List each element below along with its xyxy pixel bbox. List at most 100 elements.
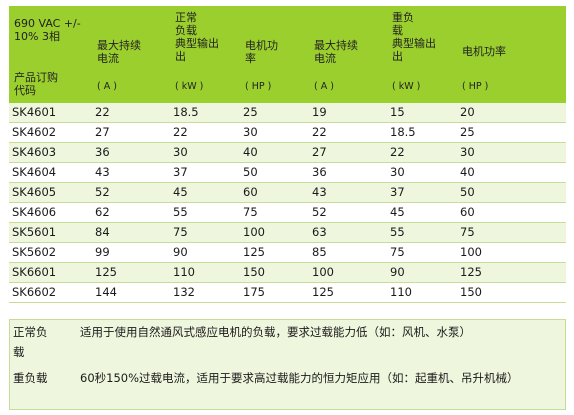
normal-output-cell: 37: [170, 162, 240, 183]
heavy-power-cell: 125: [457, 262, 566, 283]
normal-output-label: 正常 负载 典型输出 出: [175, 11, 219, 63]
spec-table: 690 VAC +/- 10% 3相 产品订购 代码 最大持续 电流 ( A )…: [9, 6, 566, 303]
order-code-cell: SK4601: [9, 103, 92, 123]
heavy-current-label: 最大持续 电流: [314, 39, 358, 65]
heavy-current-cell: 63: [309, 222, 387, 243]
normal-current-cell: 84: [92, 222, 170, 243]
normal-output-cell: 22: [170, 122, 240, 143]
table-row: SK4602 27 22 30 22 18.5 25: [9, 122, 566, 143]
order-code-cell: SK4603: [9, 142, 92, 163]
order-code-label: 产品订购 代码: [14, 71, 58, 97]
note-text-heavy: 60秒150%过载电流，适用于要求高过载能力的恒力矩应用（如：起重机、吊升机械）: [80, 371, 519, 385]
order-code-cell: SK5601: [9, 222, 92, 243]
normal-current-cell: 62: [92, 202, 170, 223]
table-row: SK4603 36 30 40 27 22 30: [9, 142, 566, 163]
normal-output-cell: 110: [170, 262, 240, 283]
normal-output-cell: 45: [170, 182, 240, 203]
normal-output-cell: 90: [170, 242, 240, 263]
table-row: SK6602 144 132 175 125 110 150: [9, 282, 566, 303]
header-row: 690 VAC +/- 10% 3相 产品订购 代码 最大持续 电流 ( A )…: [9, 6, 566, 103]
heavy-power-cell: 50: [457, 182, 566, 203]
heavy-output-cell: 30: [387, 162, 457, 183]
heavy-output-label: 重负 载 典型输出 出: [392, 11, 436, 63]
normal-current-label: 最大持续 电流: [97, 39, 141, 65]
heavy-output-cell: 37: [387, 182, 457, 203]
table-row: SK4601 22 18.5 25 19 15 20: [9, 103, 566, 123]
header-cell-heavy-power: 电机功率 ( HP ): [457, 6, 566, 103]
note-label-heavy: 重负载: [13, 371, 48, 385]
normal-power-cell: 60: [240, 182, 309, 203]
header-cell-normal-power: 电机功 率 ( HP ): [240, 6, 309, 103]
normal-power-cell: 50: [240, 162, 309, 183]
normal-power-label: 电机功 率: [245, 39, 278, 65]
normal-power-cell: 125: [240, 242, 309, 263]
normal-output-cell: 75: [170, 222, 240, 243]
order-code-cell: SK6602: [9, 282, 92, 303]
heavy-power-label: 电机功率: [462, 45, 506, 58]
normal-output-cell: 55: [170, 202, 240, 223]
heavy-power-cell: 40: [457, 162, 566, 183]
table-row: SK5602 99 90 125 85 75 100: [9, 242, 566, 263]
heavy-output-cell: 110: [387, 282, 457, 303]
normal-current-cell: 144: [92, 282, 170, 303]
normal-output-unit: ( kW ): [175, 81, 204, 92]
heavy-power-cell: 20: [457, 103, 566, 123]
table-row: SK4604 43 37 50 36 30 40: [9, 162, 566, 183]
heavy-current-cell: 85: [309, 242, 387, 263]
normal-power-unit: ( HP ): [245, 81, 272, 92]
table-row: SK5601 84 75 100 63 55 75: [9, 222, 566, 243]
note-text-normal: 适用于使用自然通风式感应电机的负载，要求过载能力低（如：风机、水泵）: [80, 325, 471, 339]
heavy-power-cell: 30: [457, 142, 566, 163]
heavy-output-cell: 90: [387, 262, 457, 283]
order-code-cell: SK4605: [9, 182, 92, 203]
heavy-output-cell: 15: [387, 103, 457, 123]
normal-current-cell: 22: [92, 103, 170, 123]
normal-output-cell: 132: [170, 282, 240, 303]
header-cell-code: 690 VAC +/- 10% 3相 产品订购 代码: [9, 6, 92, 103]
heavy-output-unit: ( kW ): [392, 81, 421, 92]
heavy-output-cell: 45: [387, 202, 457, 223]
heavy-current-cell: 36: [309, 162, 387, 183]
order-code-cell: SK4604: [9, 162, 92, 183]
heavy-output-cell: 22: [387, 142, 457, 163]
heavy-current-unit: ( A ): [314, 81, 334, 92]
normal-current-cell: 52: [92, 182, 170, 203]
heavy-current-cell: 125: [309, 282, 387, 303]
heavy-current-cell: 100: [309, 262, 387, 283]
order-code-cell: SK5602: [9, 242, 92, 263]
normal-current-cell: 43: [92, 162, 170, 183]
normal-power-cell: 150: [240, 262, 309, 283]
normal-power-cell: 30: [240, 122, 309, 143]
heavy-current-cell: 22: [309, 122, 387, 143]
heavy-power-cell: 60: [457, 202, 566, 223]
normal-power-cell: 175: [240, 282, 309, 303]
header-cell-normal-current: 最大持续 电流 ( A ): [92, 6, 170, 103]
normal-power-cell: 100: [240, 222, 309, 243]
normal-power-cell: 40: [240, 142, 309, 163]
heavy-current-cell: 52: [309, 202, 387, 223]
heavy-power-cell: 150: [457, 282, 566, 303]
heavy-power-cell: 75: [457, 222, 566, 243]
header-cell-normal-output: 正常 负载 典型输出 出 ( kW ): [170, 6, 240, 103]
normal-current-cell: 99: [92, 242, 170, 263]
order-code-cell: SK4606: [9, 202, 92, 223]
normal-current-cell: 125: [92, 262, 170, 283]
note-label-normal: 正常负 载: [13, 325, 48, 359]
heavy-current-cell: 19: [309, 103, 387, 123]
table-row: SK4605 52 45 60 43 37 50: [9, 182, 566, 203]
voltage-label: 690 VAC +/- 10% 3相: [14, 17, 81, 43]
normal-power-cell: 25: [240, 103, 309, 123]
header-cell-heavy-current: 最大持续 电流 ( A ): [309, 6, 387, 103]
normal-output-cell: 18.5: [170, 103, 240, 123]
normal-current-cell: 27: [92, 122, 170, 143]
heavy-power-cell: 100: [457, 242, 566, 263]
heavy-current-cell: 27: [309, 142, 387, 163]
table-row: SK6601 125 110 150 100 90 125: [9, 262, 566, 283]
heavy-power-unit: ( HP ): [462, 81, 489, 92]
order-code-cell: SK6601: [9, 262, 92, 283]
notes-box: 正常负 载 适用于使用自然通风式感应电机的负载，要求过载能力低（如：风机、水泵）…: [9, 319, 566, 410]
heavy-power-cell: 25: [457, 122, 566, 143]
order-code-cell: SK4602: [9, 122, 92, 143]
normal-current-unit: ( A ): [97, 81, 117, 92]
